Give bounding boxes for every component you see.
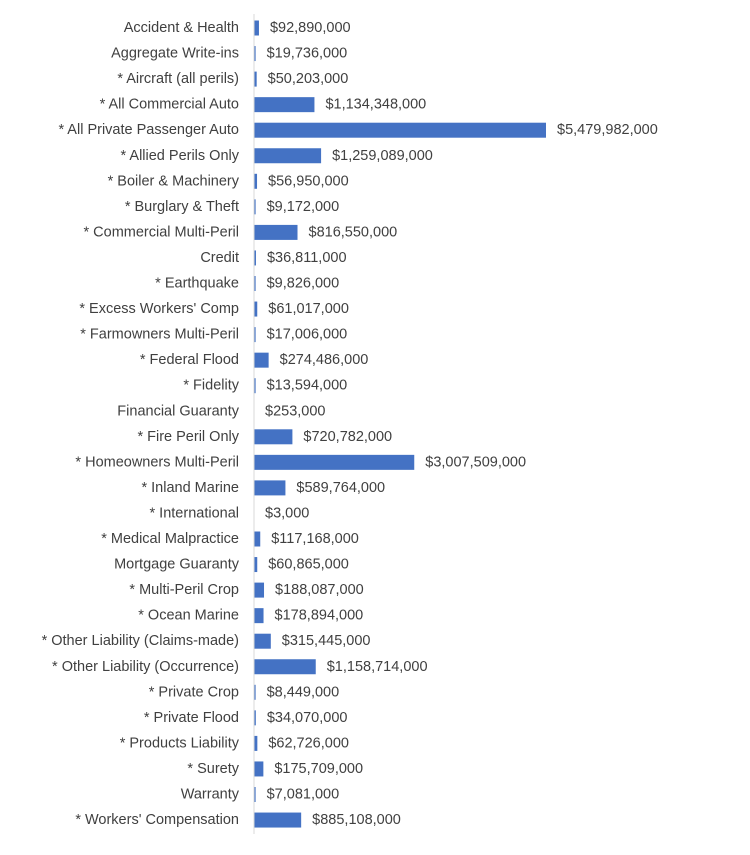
bar [254,608,264,624]
bar [254,224,298,240]
value-label: $13,594,000 [267,378,348,394]
value-label: $9,826,000 [267,276,340,292]
value-label: $61,017,000 [268,301,349,317]
value-label: $816,550,000 [309,224,398,240]
value-label: $62,726,000 [268,735,349,751]
value-label: $274,486,000 [280,352,369,368]
value-label: $5,479,982,000 [557,122,658,138]
bar [254,327,256,343]
category-label: * Homeowners Multi-Peril [75,454,239,470]
value-label: $178,894,000 [275,608,364,624]
category-label: * Commercial Multi-Peril [84,224,240,240]
category-labels: Accident & Health Aggregate Write-ins * Ai… [42,20,240,828]
value-label: $1,259,089,000 [332,148,433,164]
value-label: $17,006,000 [267,327,348,343]
bar [254,378,256,394]
category-label: * Inland Marine [141,480,239,496]
bar [254,659,316,675]
value-label: $7,081,000 [267,787,340,803]
category-label: * Multi-Peril Crop [129,582,239,598]
category-label: Mortgage Guaranty [114,557,240,573]
category-label: * Farmowners Multi-Peril [80,327,239,343]
value-label: $9,172,000 [267,199,340,215]
category-label: Accident & Health [124,20,239,36]
value-label: $8,449,000 [267,684,340,700]
category-label: * Aircraft (all perils) [117,71,239,87]
bar [254,199,256,215]
value-label: $19,736,000 [267,46,348,62]
value-label: $36,811,000 [267,250,347,266]
category-label: * Earthquake [155,276,239,292]
category-label: * Workers' Compensation [75,812,239,828]
bar [254,761,264,777]
bar [254,429,293,445]
value-label: $117,168,000 [271,531,359,547]
category-label: * Surety [187,761,239,777]
category-label: * International [150,505,239,521]
value-label: $253,000 [265,403,325,419]
value-label: $885,108,000 [312,812,401,828]
bar [254,122,546,138]
value-label: $92,890,000 [270,20,351,36]
bar [254,173,258,189]
category-label: * Allied Perils Only [121,148,240,164]
value-labels: $92,890,000 $19,736,000 $50,203,000 $1,134,… [265,20,658,828]
value-label: $50,203,000 [268,71,349,87]
category-label: * Other Liability (Claims-made) [42,633,239,649]
value-label: $315,445,000 [282,633,371,649]
bar [254,454,415,470]
value-label: $589,764,000 [296,480,385,496]
value-label: $3,007,509,000 [425,454,526,470]
bar [254,787,256,802]
category-label: Aggregate Write-ins [111,46,239,62]
value-label: $34,070,000 [267,710,348,726]
category-label: * Products Liability [120,735,240,751]
bar [254,582,265,598]
category-label: * Private Flood [144,710,239,726]
bar [254,812,302,828]
category-label: * All Commercial Auto [100,97,239,113]
value-label: $188,087,000 [275,582,364,598]
category-label: Warranty [181,787,240,803]
bar [254,557,258,573]
category-label: * All Private Passenger Auto [58,122,239,138]
value-label: $175,709,000 [274,761,363,777]
value-label: $720,782,000 [303,429,392,445]
category-label: * Fidelity [183,378,239,394]
value-label: $1,158,714,000 [327,659,428,675]
bar [254,480,286,496]
category-label: * Excess Workers' Comp [79,301,239,317]
bar [254,301,258,317]
category-label: * Federal Flood [140,352,239,368]
category-label: * Medical Malpractice [101,531,239,547]
category-label: * Ocean Marine [138,608,239,624]
bar [254,20,259,36]
bar [254,46,256,62]
category-label: * Other Liability (Occurrence) [52,659,239,675]
bar [254,352,269,368]
category-label: * Fire Peril Only [137,429,239,445]
category-label: * Boiler & Machinery [108,173,240,189]
value-label: $56,950,000 [268,173,349,189]
value-label: $3,000 [265,505,309,521]
bar [254,735,258,751]
bar [254,633,271,649]
category-label: Financial Guaranty [117,403,239,419]
bar [254,276,256,291]
category-label: Credit [200,250,239,266]
bar [254,250,256,266]
value-label: $60,865,000 [268,557,349,573]
bar [254,71,257,87]
bar [254,684,256,700]
category-label: * Private Crop [149,684,239,700]
bar [254,97,315,113]
bars [254,20,546,828]
bar [254,148,322,164]
value-label: $1,134,348,000 [325,97,426,113]
bar [254,531,261,547]
bar [254,710,256,726]
category-label: * Burglary & Theft [125,199,239,215]
